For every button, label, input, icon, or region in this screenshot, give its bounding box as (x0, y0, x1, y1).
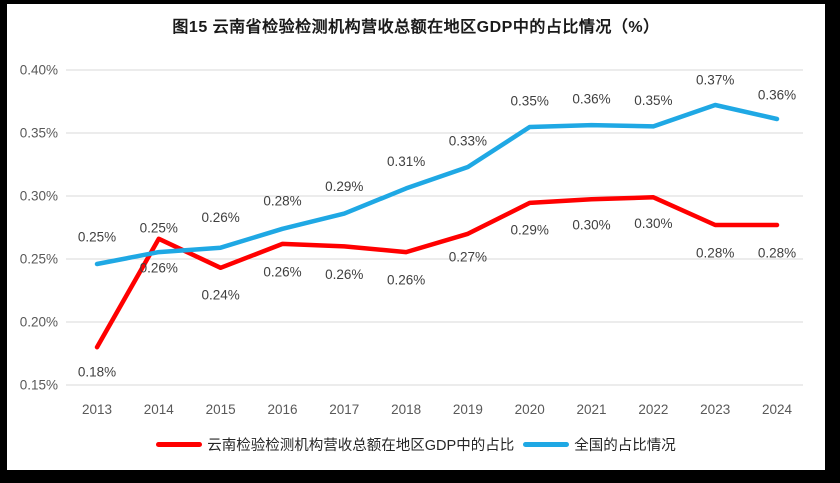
x-axis-tick-label: 2016 (267, 402, 297, 417)
data-label: 0.26% (263, 264, 301, 279)
data-label: 0.25% (78, 230, 116, 245)
y-axis-tick-label: 0.30% (20, 189, 58, 204)
x-axis-tick-label: 2020 (515, 402, 545, 417)
x-axis-tick-label: 2024 (762, 402, 793, 417)
x-axis-tick-label: 2021 (576, 402, 606, 417)
data-label: 0.24% (201, 287, 239, 302)
x-axis-tick-label: 2022 (638, 402, 668, 417)
legend-swatch-national (523, 441, 570, 447)
data-label: 0.26% (387, 273, 425, 288)
x-axis-tick-label: 2018 (391, 402, 421, 417)
x-axis-tick-label: 2019 (453, 402, 483, 417)
legend: 云南检验检测机构营收总额在地区GDP中的占比 全国的占比情况 (7, 433, 825, 455)
plot-area: 0.40% 0.35% 0.30% 0.25% 0.20% 0.15% 2013 2014 20… (20, 63, 803, 417)
data-label: 0.35% (511, 94, 549, 109)
data-label: 0.25% (140, 220, 178, 235)
y-axis-tick-label: 0.35% (20, 126, 58, 141)
y-axis-tick-label: 0.25% (20, 252, 58, 267)
x-axis-tick-label: 2014 (144, 402, 175, 417)
data-label: 0.26% (140, 261, 178, 276)
legend-label-national: 全国的占比情况 (574, 437, 676, 454)
legend-label-yunnan: 云南检验检测机构营收总额在地区GDP中的占比 (207, 437, 515, 454)
y-axis-tick-label: 0.40% (20, 63, 58, 78)
x-axis-tick-label: 2017 (329, 402, 359, 417)
data-label: 0.37% (696, 73, 734, 88)
x-axis-tick-label: 2023 (700, 402, 730, 417)
data-label: 0.30% (572, 218, 610, 233)
data-label: 0.26% (201, 210, 239, 225)
data-label: 0.36% (572, 92, 610, 107)
legend-item-national: 全国的占比情况 (523, 434, 676, 455)
data-label: 0.27% (449, 249, 487, 264)
data-label: 0.28% (263, 193, 301, 208)
data-label: 0.29% (511, 222, 549, 237)
data-label: 0.29% (325, 179, 363, 194)
y-axis-tick-label: 0.20% (20, 315, 58, 330)
data-label: 0.28% (758, 246, 796, 261)
x-axis-tick-label: 2015 (206, 402, 236, 417)
y-axis-tick-label: 0.15% (20, 378, 58, 393)
series-line-national (94, 102, 780, 267)
legend-item-yunnan: 云南检验检测机构营收总额在地区GDP中的占比 (156, 434, 514, 455)
series-line-yunnan (94, 195, 780, 350)
data-label: 0.30% (634, 216, 672, 231)
x-axis-tick-label: 2013 (82, 402, 112, 417)
data-label: 0.35% (634, 93, 672, 108)
data-label: 0.28% (696, 246, 734, 261)
chart-title: 图15 云南省检验检测机构营收总额在地区GDP中的占比情况（%） (172, 19, 660, 36)
data-label: 0.26% (325, 267, 363, 282)
legend-swatch-yunnan (156, 441, 203, 447)
data-label: 0.31% (387, 154, 425, 169)
data-label: 0.36% (758, 88, 796, 103)
data-label: 0.18% (78, 365, 116, 380)
data-label: 0.33% (449, 134, 487, 149)
